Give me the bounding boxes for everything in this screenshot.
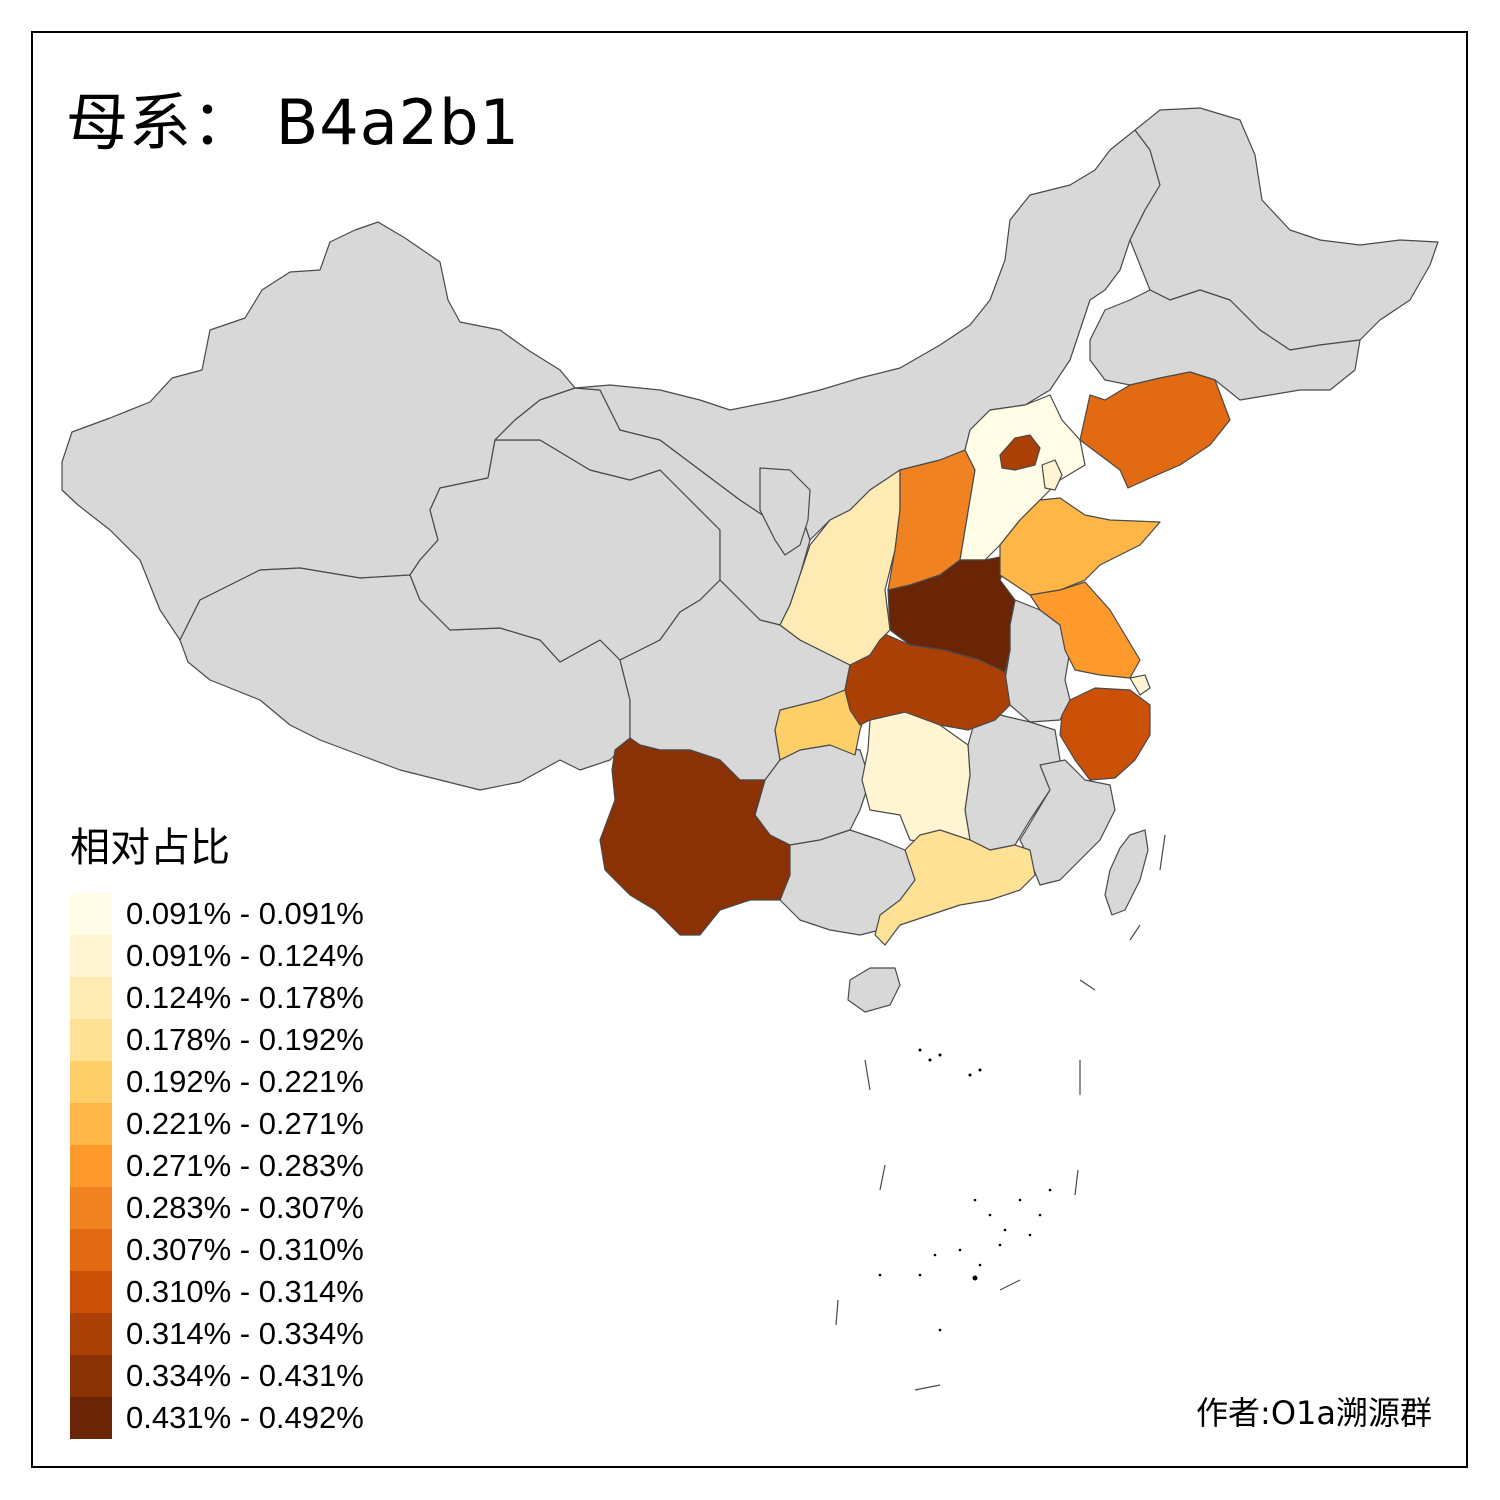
region-hainan [847, 967, 901, 1013]
map-frame [31, 31, 1468, 1468]
legend-swatch [70, 1019, 112, 1061]
legend-item: 0.124% - 0.178% [70, 977, 364, 1019]
region-shandong [999, 497, 1161, 596]
legend-label: 0.271% - 0.283% [126, 1148, 364, 1183]
legend-item: 0.221% - 0.271% [70, 1103, 364, 1145]
map-title: 母系： B4a2b1 [66, 86, 520, 159]
legend-swatch [70, 1103, 112, 1145]
legend-label: 0.314% - 0.334% [126, 1316, 364, 1351]
region-heilongjiang [1129, 107, 1439, 351]
region-liaoning [1079, 371, 1231, 489]
legend-item: 0.178% - 0.192% [70, 1019, 364, 1061]
legend-item: 0.307% - 0.310% [70, 1229, 364, 1271]
legend-item: 0.271% - 0.283% [70, 1145, 364, 1187]
legend-item: 0.334% - 0.431% [70, 1355, 364, 1397]
legend-item: 0.091% - 0.124% [70, 935, 364, 977]
legend-swatch [70, 977, 112, 1019]
region-fujian [1019, 759, 1116, 886]
legend-label: 0.091% - 0.124% [126, 938, 364, 973]
legend-label: 0.221% - 0.271% [126, 1106, 364, 1141]
region-guangdong [874, 829, 1036, 946]
legend-label: 0.178% - 0.192% [126, 1022, 364, 1057]
region-hunan [861, 711, 971, 846]
legend-swatch [70, 1355, 112, 1397]
legend-item: 0.310% - 0.314% [70, 1271, 364, 1313]
region-henan [887, 554, 1016, 673]
legend-swatch [70, 1271, 112, 1313]
region-shaanxi [779, 469, 901, 666]
region-beijing [999, 434, 1041, 471]
region-tianjin [1041, 459, 1063, 491]
no-data-regions [61, 107, 1439, 1013]
legend-label: 0.192% - 0.221% [126, 1064, 364, 1099]
legend-label: 0.310% - 0.314% [126, 1274, 364, 1309]
legend-swatch [70, 893, 112, 935]
author-credit: 作者:O1a溯源群 [1196, 1394, 1432, 1432]
legend-title: 相对占比 [70, 825, 230, 871]
legend-item: 0.091% - 0.091% [70, 893, 364, 935]
region-ningxia [759, 467, 811, 556]
legend-swatch [70, 935, 112, 977]
legend-item: 0.192% - 0.221% [70, 1061, 364, 1103]
legend-swatch [70, 1187, 112, 1229]
region-hebei [959, 394, 1086, 561]
legend-swatch [70, 1145, 112, 1187]
legend-label: 0.124% - 0.178% [126, 980, 364, 1015]
legend-label: 0.307% - 0.310% [126, 1232, 364, 1267]
region-inner-mongolia [574, 129, 1161, 541]
legend-item: 0.314% - 0.334% [70, 1313, 364, 1355]
region-yunnan [599, 737, 791, 936]
legend-label: 0.283% - 0.307% [126, 1190, 364, 1225]
data-regions [599, 371, 1231, 946]
legend-item: 0.431% - 0.492% [70, 1397, 364, 1439]
legend-swatch [70, 1313, 112, 1355]
legend-item: 0.283% - 0.307% [70, 1187, 364, 1229]
region-shanghai [1129, 674, 1151, 696]
region-taiwan [1104, 829, 1149, 916]
island-marks [835, 834, 1166, 1391]
legend: 相对占比 0.091% - 0.091% 0.091% - 0.124% 0.124… [70, 815, 364, 1439]
legend-label: 0.431% - 0.492% [126, 1400, 364, 1435]
legend-swatch [70, 1061, 112, 1103]
region-jilin [1089, 289, 1361, 401]
legend-swatch [70, 1397, 112, 1439]
legend-label: 0.091% - 0.091% [126, 896, 364, 931]
legend-swatch [70, 1229, 112, 1271]
small-islands [878, 1048, 1052, 1332]
legend-label: 0.334% - 0.431% [126, 1358, 364, 1393]
legend-rows: 0.091% - 0.091% 0.091% - 0.124% 0.124% - 0… [70, 893, 364, 1439]
region-zhejiang [1059, 687, 1151, 781]
